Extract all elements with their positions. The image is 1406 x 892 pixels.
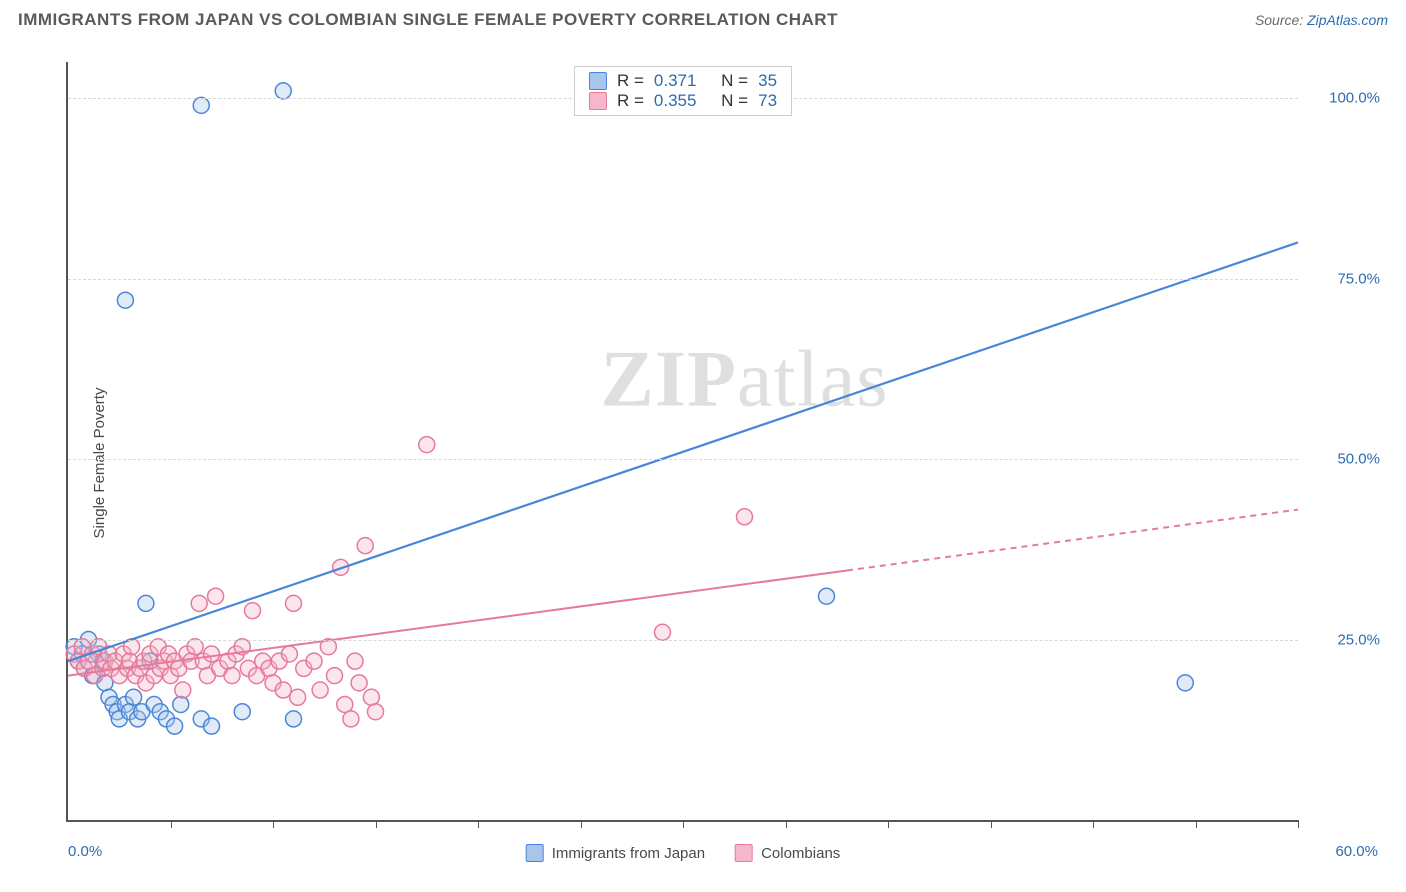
y-tick-label: 100.0%: [1310, 90, 1380, 107]
swatch-colombians: [589, 92, 607, 110]
legend-item-japan: Immigrants from Japan: [526, 844, 705, 862]
correlation-legend: R = 0.371 N = 35 R = 0.355 N = 73: [574, 66, 792, 116]
source-attribution: Source: ZipAtlas.com: [1255, 12, 1388, 28]
y-tick-label: 75.0%: [1310, 270, 1380, 287]
legend-row-japan: R = 0.371 N = 35: [589, 71, 777, 91]
x-axis-min-label: 0.0%: [68, 843, 102, 860]
y-tick-label: 50.0%: [1310, 451, 1380, 468]
plot-svg: [68, 62, 1298, 820]
legend-row-colombians: R = 0.355 N = 73: [589, 91, 777, 111]
swatch-japan: [589, 72, 607, 90]
swatch-colombians-icon: [735, 844, 753, 862]
chart-container: Single Female Poverty R = 0.371 N = 35 R…: [18, 44, 1388, 882]
chart-title: IMMIGRANTS FROM JAPAN VS COLOMBIAN SINGL…: [18, 10, 838, 30]
y-tick-label: 25.0%: [1310, 631, 1380, 648]
series-legend: Immigrants from Japan Colombians: [526, 844, 841, 862]
x-axis-max-label: 60.0%: [1335, 843, 1378, 860]
source-link[interactable]: ZipAtlas.com: [1307, 12, 1388, 28]
swatch-japan-icon: [526, 844, 544, 862]
legend-item-colombians: Colombians: [735, 844, 840, 862]
plot-area: R = 0.371 N = 35 R = 0.355 N = 73 ZIPatl…: [66, 62, 1298, 822]
